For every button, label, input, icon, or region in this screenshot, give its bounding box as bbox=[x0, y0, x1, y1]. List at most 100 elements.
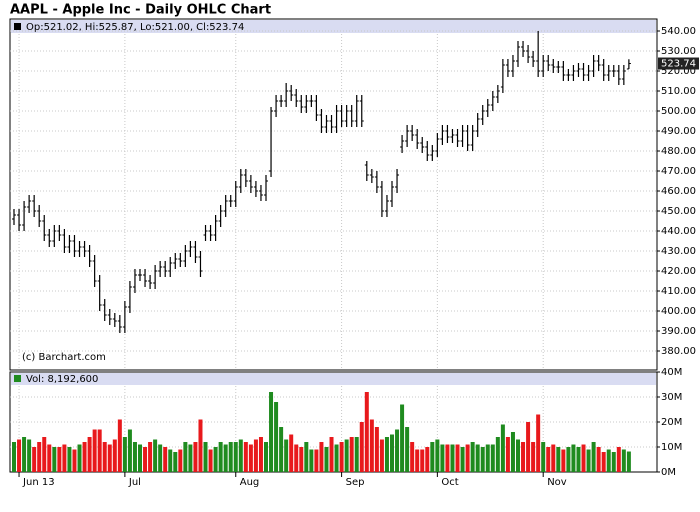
volume-bar bbox=[425, 447, 430, 472]
y-tick-label: 500.00 bbox=[661, 106, 696, 117]
volume-annotation: Vol: 8,192,600 bbox=[26, 374, 98, 385]
y-tick-label: 380.00 bbox=[661, 346, 696, 357]
volume-bar bbox=[248, 444, 253, 472]
last-price-box bbox=[658, 57, 699, 70]
y-tick-label: 490.00 bbox=[661, 126, 696, 137]
y-tick-label: 40M bbox=[661, 367, 682, 378]
y-tick-label: 420.00 bbox=[661, 266, 696, 277]
volume-bar bbox=[374, 427, 379, 472]
volume-bar bbox=[168, 449, 173, 472]
volume-bar bbox=[203, 442, 208, 472]
volume-bar bbox=[440, 444, 445, 472]
y-tick-label: 520.00 bbox=[661, 66, 696, 77]
volume-bar bbox=[531, 442, 536, 472]
volume-bar bbox=[299, 447, 304, 472]
volume-bar bbox=[526, 422, 531, 472]
volume-bar bbox=[127, 429, 132, 472]
y-tick-label: 530.00 bbox=[661, 46, 696, 57]
volume-bar bbox=[258, 437, 263, 472]
volume-bar bbox=[208, 449, 213, 472]
y-tick-label: 20M bbox=[661, 417, 682, 428]
volume-bar bbox=[148, 442, 153, 472]
volume-bar bbox=[153, 439, 158, 472]
volume-bar bbox=[601, 452, 606, 472]
volume-bar bbox=[183, 442, 188, 472]
volume-bar bbox=[470, 442, 475, 472]
volume-bar bbox=[284, 439, 289, 472]
volume-bar bbox=[521, 442, 526, 472]
volume-bar bbox=[77, 444, 82, 472]
volume-bar bbox=[198, 419, 203, 472]
volume-bar bbox=[364, 392, 369, 472]
volume-bar bbox=[516, 439, 520, 472]
volume-bar bbox=[304, 442, 309, 472]
volume-bar bbox=[561, 449, 566, 472]
volume-bar bbox=[384, 437, 389, 472]
volume-bar bbox=[132, 442, 137, 472]
volume-bar bbox=[576, 447, 581, 472]
volume-bar bbox=[541, 442, 546, 472]
volume-bar bbox=[158, 444, 163, 472]
volume-bar bbox=[223, 444, 228, 472]
volume-bar bbox=[400, 404, 405, 472]
volume-bar bbox=[455, 444, 460, 472]
volume-bar bbox=[616, 447, 621, 472]
volume-bar bbox=[566, 447, 571, 472]
price-annotation: Op:521.02, Hi:525.87, Lo:521.00, Cl:523.… bbox=[26, 22, 244, 33]
y-tick-label: 410.00 bbox=[661, 286, 696, 297]
y-tick-label: 460.00 bbox=[661, 186, 696, 197]
legend-swatch bbox=[14, 375, 21, 382]
y-tick-label: 430.00 bbox=[661, 246, 696, 257]
volume-bar bbox=[410, 442, 415, 472]
volume-bar bbox=[22, 437, 27, 472]
volume-bar bbox=[92, 429, 97, 472]
y-tick-label: 390.00 bbox=[661, 326, 696, 337]
volume-bar bbox=[42, 437, 47, 472]
volume-bar bbox=[420, 449, 425, 472]
volume-bar bbox=[87, 437, 92, 472]
volume-bar bbox=[334, 444, 339, 472]
volume-bar bbox=[67, 447, 72, 472]
volume-bar bbox=[596, 447, 601, 472]
marks: 380.00 390.00 400.00 410.00 420.00 430.00 440.… bbox=[10, 26, 699, 488]
volume-bar bbox=[379, 439, 384, 472]
volume-bar bbox=[445, 444, 450, 472]
volume-bar bbox=[32, 447, 37, 472]
volume-bar bbox=[359, 422, 364, 472]
volume-bar bbox=[626, 451, 631, 472]
volume-bar bbox=[233, 442, 238, 472]
volume-bar bbox=[556, 447, 561, 472]
y-tick-label: 400.00 bbox=[661, 306, 696, 317]
x-tick-label: Aug bbox=[240, 477, 260, 488]
volume-bar bbox=[339, 442, 344, 472]
volume-bar bbox=[178, 449, 183, 472]
volume-bar bbox=[143, 447, 148, 472]
volume-bar bbox=[269, 392, 274, 472]
volume-bar bbox=[430, 442, 435, 472]
volume-bar bbox=[274, 402, 279, 472]
volume-bar bbox=[485, 444, 490, 472]
price-header bbox=[11, 20, 656, 33]
volume-bar bbox=[571, 444, 576, 472]
volume-bar bbox=[329, 437, 334, 472]
y-tick-label: 510.00 bbox=[661, 86, 696, 97]
y-tick-label: 470.00 bbox=[661, 166, 696, 177]
volume-bar bbox=[289, 434, 294, 472]
volume-bar bbox=[611, 452, 616, 472]
y-tick-label: 480.00 bbox=[661, 146, 696, 157]
volume-bar bbox=[12, 442, 16, 472]
volume-bar bbox=[581, 444, 586, 472]
volume-bar bbox=[551, 444, 556, 472]
volume-bar bbox=[465, 444, 470, 472]
y-tick-label: 440.00 bbox=[661, 226, 696, 237]
volume-bar bbox=[138, 444, 142, 472]
volume-bar bbox=[47, 444, 52, 472]
volume-bar bbox=[62, 444, 67, 472]
volume-bar bbox=[490, 444, 495, 472]
volume-bar bbox=[505, 437, 510, 472]
volume-bar bbox=[253, 439, 258, 472]
volume-bar bbox=[314, 449, 319, 472]
volume-bar bbox=[405, 427, 410, 472]
